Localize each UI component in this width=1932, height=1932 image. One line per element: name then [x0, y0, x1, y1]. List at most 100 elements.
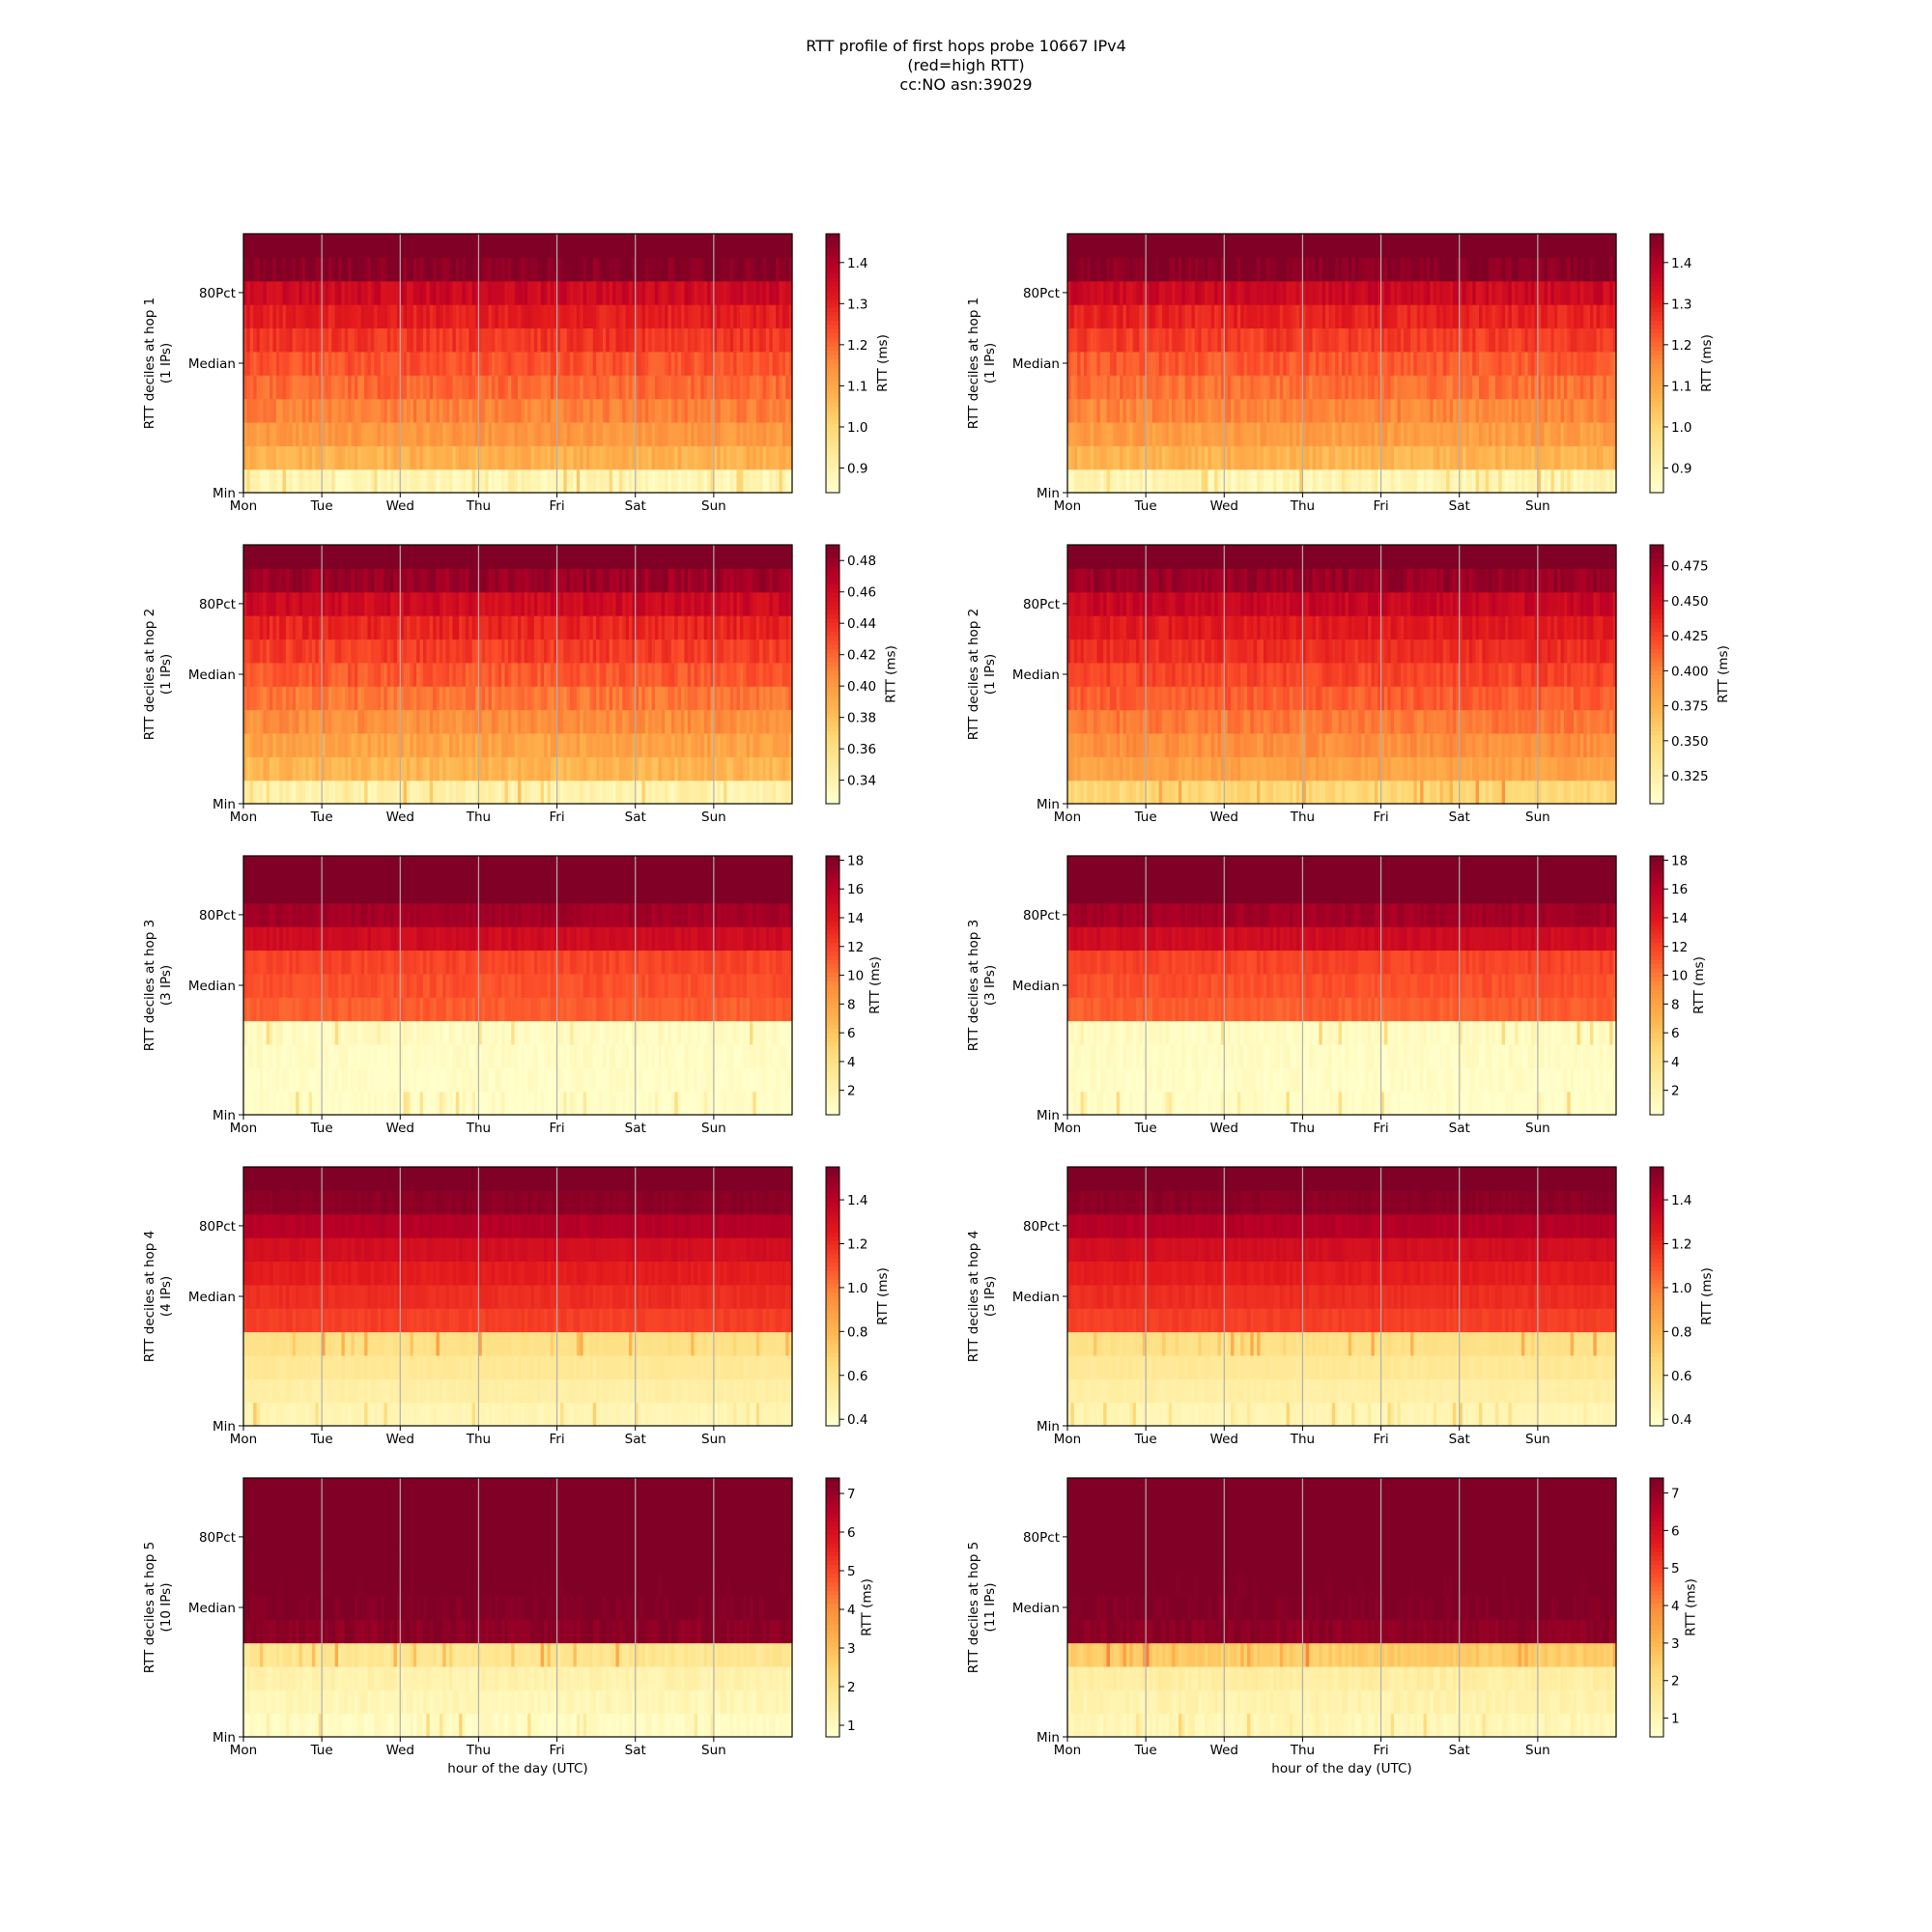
y-tick-label-median: Median	[1012, 356, 1060, 372]
heatmap-cell	[327, 732, 332, 757]
heatmap-cell	[495, 327, 499, 353]
heatmap-cell	[485, 257, 490, 282]
heatmap-cell	[354, 662, 358, 687]
heatmap-cell	[410, 445, 414, 470]
heatmap-cell	[717, 351, 722, 376]
heatmap-cell	[475, 709, 480, 734]
heatmap-cell	[246, 469, 251, 494]
heatmap-cell	[433, 756, 438, 781]
heatmap-cell	[1302, 398, 1307, 423]
heatmap-cell	[521, 257, 526, 282]
heatmap-cell	[687, 780, 692, 805]
heatmap-cell	[1492, 327, 1496, 353]
heatmap-cell	[351, 709, 355, 734]
heatmap-cell	[1201, 257, 1206, 282]
heatmap-cell	[648, 709, 653, 734]
heatmap-cell	[556, 234, 561, 258]
heatmap-cell	[641, 780, 646, 805]
heatmap-cell	[1109, 445, 1114, 470]
heatmap-cell	[348, 257, 353, 282]
heatmap-cell	[612, 445, 617, 470]
heatmap-cell	[674, 756, 679, 781]
heatmap-cell	[540, 686, 545, 711]
heatmap-cell	[599, 686, 604, 711]
heatmap-cell	[1420, 421, 1425, 446]
heatmap-cell	[1574, 421, 1578, 446]
heatmap-cell	[364, 398, 369, 423]
heatmap-cell	[246, 686, 251, 711]
heatmap-cell	[318, 756, 323, 781]
heatmap-cell	[550, 234, 554, 258]
heatmap-cell	[1243, 304, 1248, 329]
colorbar-gradient-step	[1650, 419, 1663, 425]
y-axis-sublabel: (1 IPs)	[982, 343, 998, 384]
heatmap-cell	[655, 756, 659, 781]
heatmap-cell	[462, 780, 467, 805]
heatmap-cell	[648, 469, 653, 494]
heatmap-cell	[518, 662, 522, 687]
heatmap-cell	[1420, 445, 1425, 470]
heatmap-cell	[1603, 327, 1607, 353]
heatmap-cell	[710, 327, 715, 353]
heatmap-cell	[1120, 469, 1124, 494]
x-tick-label-tue: Tue	[1134, 498, 1157, 514]
heatmap-cell	[327, 686, 332, 711]
heatmap-cell	[687, 398, 692, 423]
heatmap-cell	[586, 327, 590, 353]
heatmap-cell	[1122, 469, 1127, 494]
heatmap-cell	[1492, 445, 1496, 470]
heatmap-cell	[772, 445, 777, 470]
heatmap-cell	[351, 732, 355, 757]
colorbar-gradient-step	[826, 298, 839, 304]
heatmap-cell	[1286, 421, 1291, 446]
heatmap-cell	[256, 756, 261, 781]
heatmap-cell	[1136, 398, 1140, 423]
heatmap-cell	[615, 686, 620, 711]
heatmap-cell	[449, 327, 453, 353]
heatmap-cell	[485, 469, 490, 494]
heatmap-cell	[1449, 257, 1454, 282]
heatmap-cell	[497, 686, 502, 711]
heatmap-cell	[292, 756, 297, 781]
heatmap-cell	[1325, 375, 1330, 400]
heatmap-cell	[544, 280, 549, 305]
heatmap-cell	[485, 304, 490, 329]
heatmap-cell	[1168, 257, 1173, 282]
heatmap-cell	[576, 686, 581, 711]
heatmap-cell	[753, 304, 757, 329]
heatmap-cell	[504, 780, 509, 805]
heatmap-cell	[655, 445, 659, 470]
heatmap-cell	[436, 398, 440, 423]
heatmap-cell	[1342, 421, 1346, 446]
heatmap-cell	[1416, 398, 1421, 423]
heatmap-cell	[497, 421, 502, 446]
heatmap-cell	[334, 327, 339, 353]
heatmap-cell	[514, 304, 519, 329]
heatmap-cell	[1612, 375, 1617, 400]
heatmap-cell	[1394, 398, 1399, 423]
heatmap-cell	[755, 662, 760, 687]
heatmap-cell	[475, 756, 480, 781]
heatmap-cell	[1603, 469, 1607, 494]
heatmap-cell	[497, 662, 502, 687]
heatmap-cell	[788, 280, 793, 305]
heatmap-cell	[1472, 421, 1477, 446]
heatmap-cell	[1113, 398, 1118, 423]
heatmap-cell	[1338, 304, 1343, 329]
heatmap-cell	[1122, 257, 1127, 282]
heatmap-cell	[1214, 421, 1219, 446]
heatmap-cell	[759, 234, 764, 258]
heatmap-cell	[1563, 327, 1568, 353]
heatmap-cell	[341, 756, 346, 781]
heatmap-cell	[318, 280, 323, 305]
heatmap-cell	[471, 234, 476, 258]
heatmap-cell	[322, 375, 327, 400]
heatmap-cell	[677, 351, 682, 376]
heatmap-cell	[341, 421, 346, 446]
heatmap-cell	[253, 445, 258, 470]
heatmap-cell	[1520, 398, 1525, 423]
heatmap-cell	[533, 327, 538, 353]
heatmap-cell	[1459, 304, 1463, 329]
heatmap-cell	[1534, 421, 1539, 446]
heatmap-cell	[1374, 469, 1378, 494]
